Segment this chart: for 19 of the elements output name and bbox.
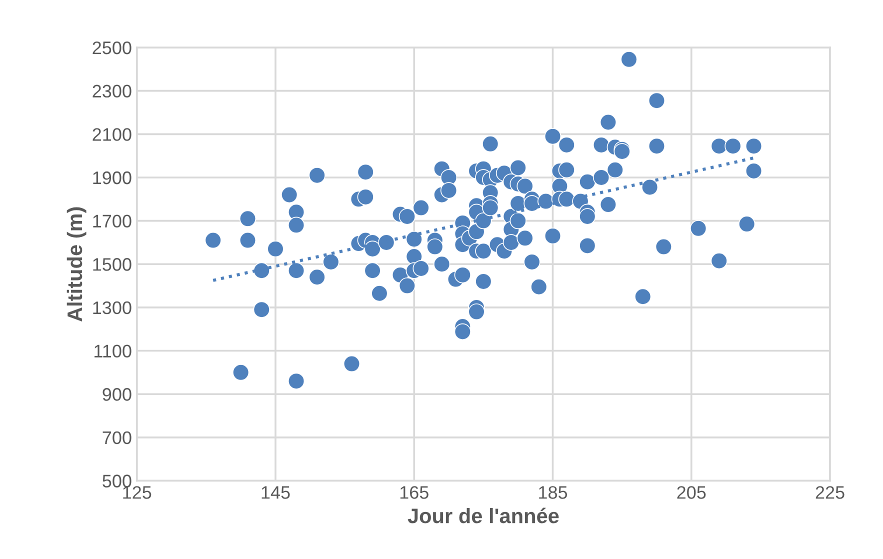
y-tick-label: 2500 xyxy=(92,41,132,54)
y-tick-label: 900 xyxy=(102,388,132,401)
y-tick-label: 500 xyxy=(102,474,132,488)
y-tick-label: 1700 xyxy=(93,214,132,228)
y-tick-label: 2300 xyxy=(92,84,132,98)
y-tick-label: 1500 xyxy=(93,258,132,271)
x-tick-label: 125 xyxy=(123,486,152,499)
y-axis-title: Altitude (m) xyxy=(66,207,86,322)
y-tick-label: 1900 xyxy=(93,171,132,184)
x-tick-label: 225 xyxy=(816,486,844,499)
y-tick-label: 1100 xyxy=(94,344,132,358)
y-tick-label: 1300 xyxy=(93,301,132,314)
x-tick-label: 165 xyxy=(400,486,428,499)
y-tick-label: 2100 xyxy=(92,128,132,141)
x-tick-label: 145 xyxy=(262,486,290,499)
x-axis-title: Jour de l'année xyxy=(408,508,559,524)
x-tick-label: 205 xyxy=(677,486,706,499)
y-tick-label: 700 xyxy=(102,431,132,444)
x-tick-label: 185 xyxy=(539,486,568,499)
